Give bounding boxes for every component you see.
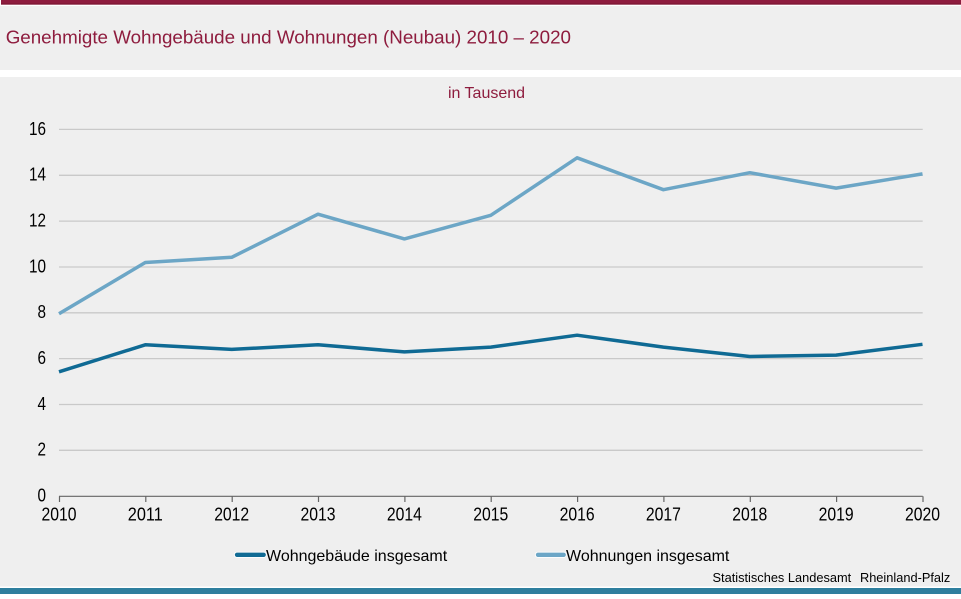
- svg-text:2011: 2011: [128, 504, 163, 524]
- svg-text:4: 4: [38, 394, 47, 414]
- svg-text:2019: 2019: [819, 504, 854, 524]
- svg-text:Genehmigte Wohngebäude und Woh: Genehmigte Wohngebäude und Wohnungen (Ne…: [6, 26, 571, 47]
- svg-text:2016: 2016: [560, 504, 595, 524]
- svg-text:10: 10: [29, 256, 46, 276]
- svg-text:Statistisches Landesamt: Statistisches Landesamt: [713, 570, 852, 585]
- svg-text:2020: 2020: [905, 504, 940, 524]
- svg-text:2015: 2015: [473, 504, 508, 524]
- svg-text:Wohnungen insgesamt: Wohnungen insgesamt: [566, 548, 730, 565]
- svg-text:0: 0: [38, 486, 47, 506]
- svg-text:2014: 2014: [387, 504, 422, 524]
- svg-text:Wohngebäude insgesamt: Wohngebäude insgesamt: [266, 548, 448, 565]
- svg-text:8: 8: [38, 302, 47, 322]
- svg-text:2012: 2012: [214, 504, 249, 524]
- svg-text:2013: 2013: [301, 504, 336, 524]
- svg-text:2010: 2010: [42, 504, 77, 524]
- svg-text:6: 6: [38, 348, 47, 368]
- svg-text:2017: 2017: [646, 504, 681, 524]
- svg-text:14: 14: [29, 165, 46, 185]
- svg-text:Rheinland-Pfalz: Rheinland-Pfalz: [860, 570, 950, 585]
- svg-text:2: 2: [38, 440, 47, 460]
- svg-text:16: 16: [29, 119, 46, 139]
- svg-text:12: 12: [29, 211, 46, 231]
- svg-text:2018: 2018: [732, 504, 767, 524]
- svg-text:in Tausend: in Tausend: [448, 85, 525, 102]
